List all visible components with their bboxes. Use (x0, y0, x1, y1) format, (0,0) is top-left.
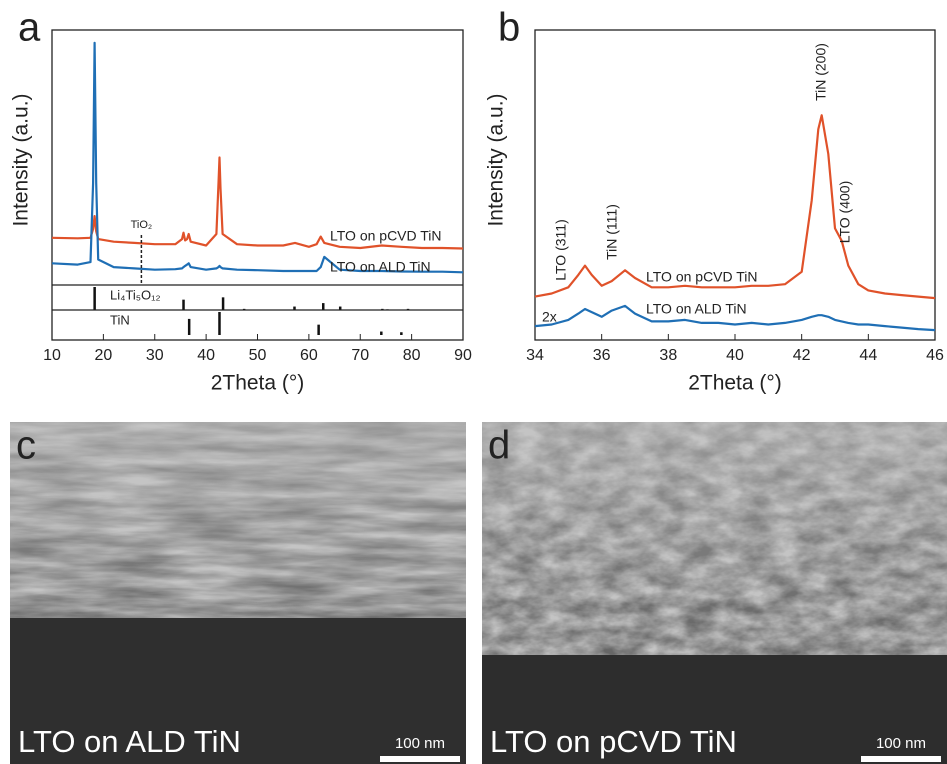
scale-bar (380, 756, 460, 762)
image-caption: LTO on ALD TiN (18, 724, 241, 759)
annotation: LTO (311) (553, 219, 569, 280)
x-tick-label: 80 (403, 347, 421, 364)
x-tick-label: 40 (197, 347, 215, 364)
x-tick-label: 46 (926, 347, 944, 364)
x-tick-label: 60 (300, 347, 318, 364)
x-tick-label: 30 (146, 347, 164, 364)
x-tick-label: 36 (593, 347, 611, 364)
scale-bar-label: 100 nm (395, 735, 445, 752)
pattern-name: Li₄Ti₅O₁₂ (110, 287, 161, 302)
image-caption: LTO on pCVD TiN (490, 724, 737, 759)
x-tick-label: 38 (659, 347, 677, 364)
scale-bar-label: 100 nm (876, 735, 926, 752)
y-axis-label: Intensity (a.u.) (10, 93, 33, 226)
x-tick-label: 44 (859, 347, 877, 364)
x-tick-label: 34 (526, 347, 544, 364)
x-tick-label: 42 (793, 347, 811, 364)
series-label: LTO on pCVD TiN (330, 228, 442, 244)
panel-label: a (18, 6, 41, 50)
x-tick-label: 70 (351, 347, 369, 364)
figure: a 2Theta (°) Intensity (a.u.) 10 20 30 40 50 60 7… (0, 0, 947, 764)
panel-label: d (488, 424, 510, 468)
y-axis-label: Intensity (a.u.) (485, 93, 508, 226)
scale-bar (861, 756, 941, 762)
x-axis-label: 2Theta (°) (211, 372, 305, 395)
x-tick-label: 90 (454, 347, 472, 364)
annotation: LTO (400) (837, 181, 853, 244)
sem-panel-d (482, 422, 947, 764)
pattern-name: TiN (110, 312, 130, 327)
x-tick-label: 20 (94, 347, 112, 364)
panel-label: c (16, 424, 36, 468)
plot-frame (535, 30, 935, 340)
x-tick-label: 10 (43, 347, 61, 364)
series-label: LTO on ALD TiN (330, 259, 431, 275)
series-label: LTO on ALD TiN (646, 301, 747, 317)
series-label: LTO on pCVD TiN (646, 269, 758, 285)
annotation: TiN (111) (604, 204, 620, 260)
panel-label: b (498, 6, 520, 50)
x-axis-label: 2Theta (°) (688, 372, 782, 395)
x-tick-label: 40 (726, 347, 744, 364)
reference-line-label: TiO₂ (131, 219, 153, 231)
annotation: 2x (542, 309, 557, 325)
annotation: TiN (200) (813, 43, 829, 101)
x-tick-label: 50 (249, 347, 267, 364)
sem-panel-c (10, 422, 466, 764)
